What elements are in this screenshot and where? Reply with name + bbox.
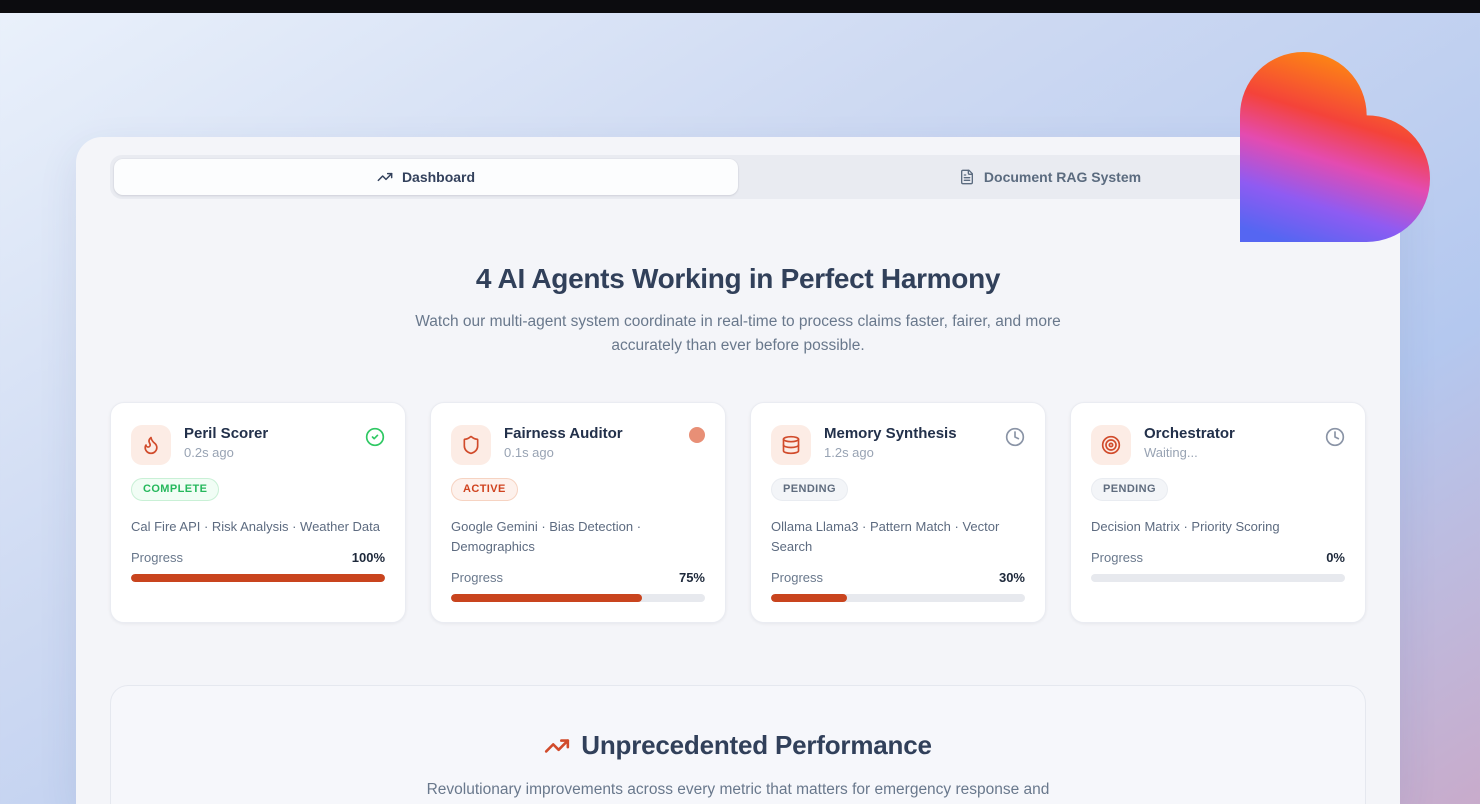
trending-up-icon	[377, 169, 393, 185]
trending-up-icon	[544, 733, 570, 759]
agent-time: 0.2s ago	[184, 445, 234, 461]
performance-section: Unprecedented Performance Revolutionary …	[110, 685, 1366, 804]
tab-document-rag-system[interactable]: Document RAG System	[738, 159, 1362, 195]
agent-services: Decision Matrix · Priority Scoring	[1091, 519, 1280, 535]
agent-time: 0.1s ago	[504, 445, 554, 461]
page-subtitle: Watch our multi-agent system coordinate …	[415, 313, 1061, 355]
agent-services: Google Gemini · Bias Detection · Demogra…	[451, 519, 642, 555]
progress-label: Progress	[131, 550, 184, 566]
page-title: 4 AI Agents Working in Perfect Harmony	[475, 263, 1001, 294]
progress-label: Progress	[1091, 550, 1144, 566]
progress-percent: 0%	[1326, 550, 1345, 566]
hero-section: 4 AI Agents Working in Perfect Harmony W…	[110, 263, 1366, 358]
progress-bar-fill	[771, 594, 848, 603]
status-badge: PENDING	[771, 478, 848, 502]
agent-name: Peril Scorer	[184, 425, 269, 443]
progress-label: Progress	[771, 570, 824, 586]
agent-time: Waiting...	[1144, 445, 1198, 461]
agent-services: Ollama Llama3 · Pattern Match · Vector S…	[771, 519, 1000, 555]
flame-icon	[131, 425, 171, 466]
progress-bar-fill	[451, 594, 642, 603]
heart-logo-icon	[1240, 52, 1430, 242]
agent-card-fairness-auditor: Fairness Auditor 0.1s ago ACTIVE Google …	[430, 402, 726, 624]
progress-bar	[771, 594, 1025, 603]
clock-icon	[1325, 427, 1345, 452]
agent-services: Cal Fire API · Risk Analysis · Weather D…	[131, 519, 381, 535]
main-panel: Dashboard Document RAG System 4 AI Agent…	[76, 137, 1400, 804]
agent-card-orchestrator: Orchestrator Waiting... PENDING Decision…	[1070, 402, 1366, 624]
progress-bar	[131, 574, 385, 583]
check-circle-icon	[365, 427, 385, 452]
performance-title: Unprecedented Performance	[581, 730, 932, 761]
progress-bar-fill	[131, 574, 385, 583]
clock-icon	[1005, 427, 1025, 452]
database-icon	[771, 425, 811, 466]
status-badge: COMPLETE	[131, 478, 220, 502]
progress-label: Progress	[451, 570, 504, 586]
tab-dashboard[interactable]: Dashboard	[114, 159, 738, 195]
agent-name: Orchestrator	[1144, 425, 1235, 443]
shield-icon	[451, 425, 491, 466]
progress-percent: 75%	[678, 570, 705, 586]
performance-subtitle: Revolutionary improvements across every …	[426, 781, 1050, 799]
tab-label: Document RAG System	[983, 169, 1142, 185]
agent-name: Memory Synthesis	[824, 425, 957, 443]
progress-bar	[1091, 574, 1345, 583]
agent-card-peril-scorer: Peril Scorer 0.2s ago COMPLETE Cal Fire …	[110, 402, 406, 624]
file-text-icon	[959, 169, 975, 185]
progress-percent: 100%	[351, 550, 385, 566]
agent-card-memory-synthesis: Memory Synthesis 1.2s ago PENDING Ollama…	[750, 402, 1046, 624]
tab-bar: Dashboard Document RAG System	[110, 155, 1366, 199]
status-badge: PENDING	[1091, 478, 1168, 502]
tab-label: Dashboard	[401, 169, 476, 185]
target-icon	[1091, 425, 1131, 466]
progress-percent: 30%	[998, 570, 1025, 586]
top-window-bar	[0, 0, 1480, 13]
progress-bar	[451, 594, 705, 603]
pulse-dot-icon	[689, 427, 705, 444]
agent-time: 1.2s ago	[824, 445, 874, 461]
agent-name: Fairness Auditor	[504, 425, 623, 443]
status-badge: ACTIVE	[451, 478, 518, 502]
agent-cards-row: Peril Scorer 0.2s ago COMPLETE Cal Fire …	[110, 402, 1366, 624]
